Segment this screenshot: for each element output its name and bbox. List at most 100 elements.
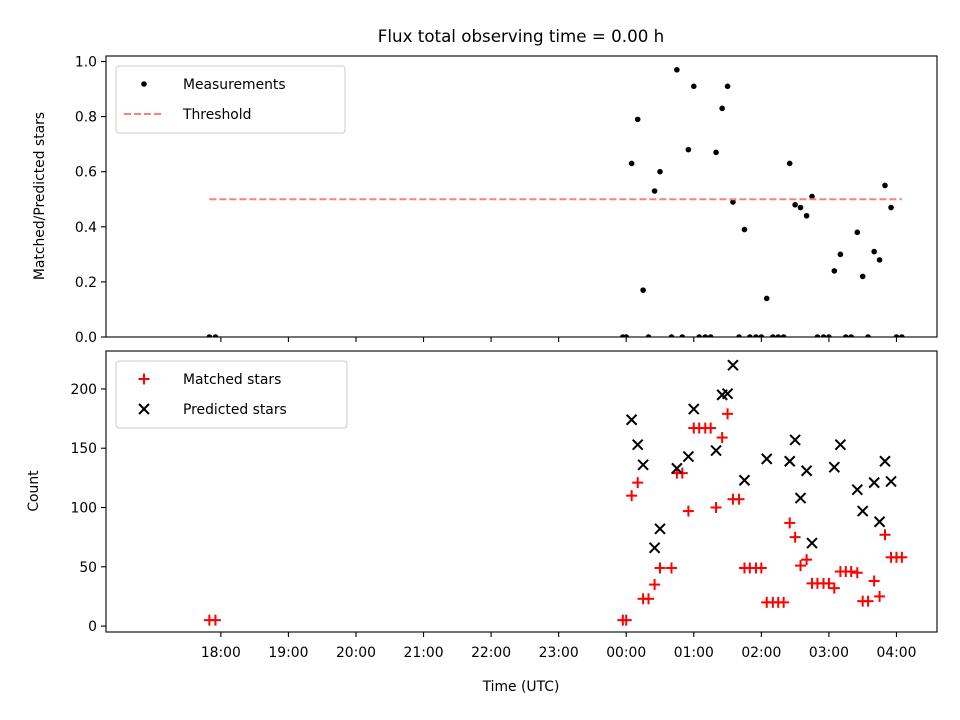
legend-swatch xyxy=(141,81,147,87)
axes-frame xyxy=(105,350,938,633)
y-axis-label: Matched/Predicted stars xyxy=(32,112,48,280)
legend-swatch xyxy=(138,403,150,415)
measurements-point xyxy=(842,334,849,337)
matched-stars-point xyxy=(710,502,722,514)
matched-stars-point xyxy=(795,560,807,572)
measurements-point xyxy=(736,334,742,337)
matched-stars-point xyxy=(626,490,638,502)
chart-title: Flux total observing time = 0.00 h xyxy=(378,26,664,46)
y-axis-label: Count xyxy=(26,470,42,512)
matched-stars-point xyxy=(896,551,908,563)
matched-stars-point xyxy=(845,566,857,578)
matched-stars-point xyxy=(643,593,655,605)
predicted-stars-point xyxy=(654,523,666,535)
measurements-point xyxy=(803,212,810,219)
x-axis-label: Time (UTC) xyxy=(482,679,560,695)
measurements-point xyxy=(758,334,765,337)
predicted-stars-point xyxy=(784,455,796,467)
measurements-point xyxy=(837,251,844,258)
matched-stars-point xyxy=(209,614,221,626)
predicted-stars-point xyxy=(625,414,638,426)
matched-stars-point xyxy=(823,577,835,589)
x-tick-label: 22:00 xyxy=(471,645,511,661)
measurements-point xyxy=(786,160,793,167)
y-tick-label: 150 xyxy=(70,441,97,457)
plot-area xyxy=(203,359,908,626)
measurements-point xyxy=(747,334,753,337)
measurements-point xyxy=(888,204,894,211)
predicted-stars-point xyxy=(879,455,891,467)
predicted-stars-point xyxy=(873,516,886,528)
x-tick-label: 04:00 xyxy=(876,645,916,661)
legend-label: Measurements xyxy=(183,77,286,93)
measurements-point xyxy=(882,182,888,189)
matched-stars-point xyxy=(682,505,694,517)
measurements-point xyxy=(770,334,776,337)
x-tick-label: 02:00 xyxy=(741,645,781,661)
measurements-point xyxy=(645,334,652,337)
matched-stars-point xyxy=(801,554,813,566)
predicted-stars-point xyxy=(761,453,773,465)
matched-stars-point xyxy=(649,579,661,591)
count-panel: 0 50 100 150 200 18:00 19:00 20:00 21:00 22:00 23:… xyxy=(26,350,938,661)
predicted-stars-point xyxy=(688,403,700,415)
predicted-stars-point xyxy=(682,450,695,463)
matched-stars-point xyxy=(778,596,790,608)
ratio-panel: 0.0 0.2 0.4 0.6 0.8 1.0 Matched/Predicted star… xyxy=(32,55,938,346)
legend: Matched stars Predicted stars xyxy=(115,360,348,429)
legend-box xyxy=(115,65,346,134)
predicted-stars-point xyxy=(631,438,644,451)
measurements-point xyxy=(820,334,827,337)
predicted-stars-point xyxy=(738,474,751,486)
measurements-point xyxy=(741,226,748,233)
measurements-point xyxy=(702,334,709,337)
predicted-stars-point xyxy=(648,542,661,554)
predicted-stars-point xyxy=(800,465,813,477)
measurements-point xyxy=(623,334,630,337)
y-tick-label: 0.6 xyxy=(75,165,97,181)
measurements-point xyxy=(651,188,658,194)
predicted-stars-point xyxy=(828,461,841,473)
matched-stars-point xyxy=(868,575,880,587)
measurements-point xyxy=(780,334,787,337)
measurements-point xyxy=(763,295,770,302)
measurements-point xyxy=(871,248,877,255)
predicted-stars-point xyxy=(727,359,739,371)
measurements-point xyxy=(719,105,725,112)
measurements-point xyxy=(724,83,731,90)
measurements-point xyxy=(831,268,838,274)
predicted-stars-point xyxy=(885,475,897,488)
y-tick-label: 0.0 xyxy=(75,330,97,346)
matched-stars-point xyxy=(733,493,745,505)
measurements-point xyxy=(854,229,861,236)
x-tick-label: 01:00 xyxy=(674,645,714,661)
legend-label: Matched stars xyxy=(183,372,281,388)
predicted-stars-point xyxy=(856,505,869,517)
measurements-point xyxy=(792,201,798,208)
measurements-point xyxy=(826,334,832,337)
matched-stars-point xyxy=(828,582,840,594)
measurements-point xyxy=(685,146,692,153)
predicted-stars-point xyxy=(834,438,847,451)
predicted-stars-point xyxy=(637,459,649,471)
matched-stars-point xyxy=(716,432,728,444)
measurements-point xyxy=(848,334,854,337)
axes-frame xyxy=(105,55,938,338)
measurements-point xyxy=(707,334,714,337)
y-tick-label: 0.2 xyxy=(75,275,97,291)
x-tick-label: 23:00 xyxy=(539,645,579,661)
matched-stars-point xyxy=(705,422,717,434)
predicted-stars-point xyxy=(868,476,880,489)
y-tick-label: 1.0 xyxy=(75,55,97,71)
measurements-point xyxy=(679,334,686,337)
measurements-point xyxy=(797,204,804,211)
legend: Measurements Threshold xyxy=(115,65,346,134)
measurements-point xyxy=(628,160,635,167)
matched-stars-point xyxy=(874,590,886,602)
predicted-stars-point xyxy=(789,434,801,446)
measurements-point xyxy=(657,168,663,175)
legend-label: Predicted stars xyxy=(183,402,287,418)
measurements-point xyxy=(640,287,646,293)
matched-stars-point xyxy=(789,531,801,543)
